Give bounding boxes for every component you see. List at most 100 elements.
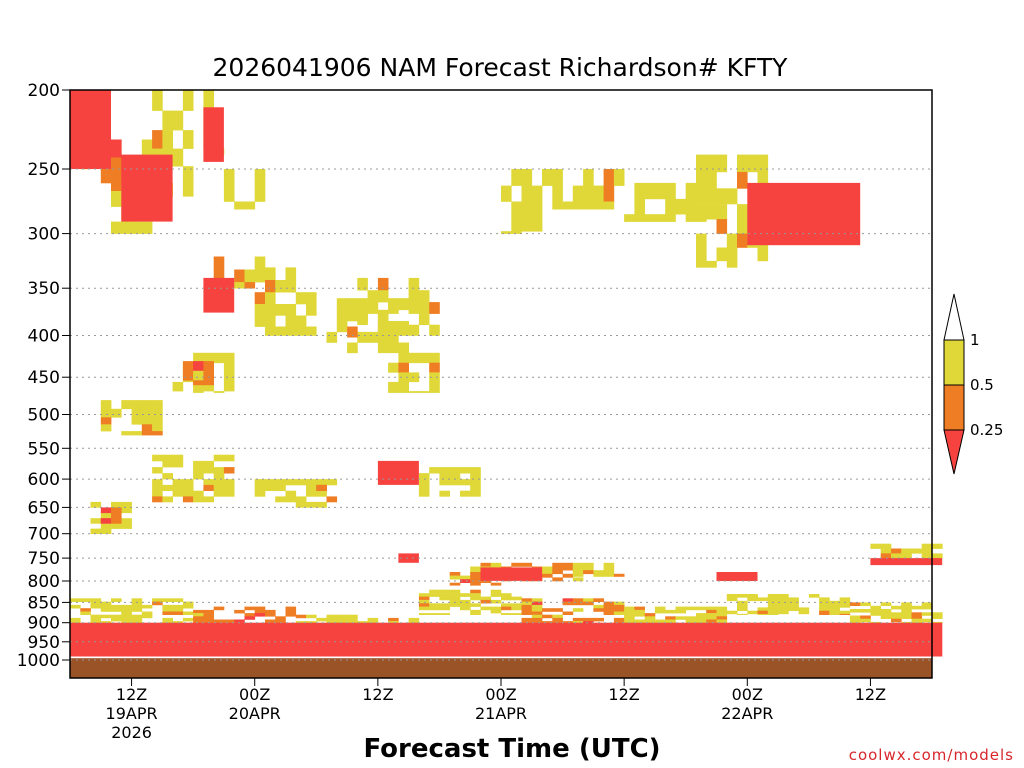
ri-cell: [901, 548, 912, 554]
ri-cell: [347, 617, 358, 622]
ri-cell: [336, 298, 348, 311]
ri-cell: [880, 548, 892, 554]
ri-cell: [418, 596, 430, 601]
ri-cell: [932, 615, 943, 619]
ri-cell: [798, 610, 810, 615]
ri-cell: [90, 518, 102, 524]
ri-cell: [347, 298, 358, 311]
ri-cell: [254, 613, 266, 617]
ri-cell: [613, 573, 625, 577]
ri-cell: [449, 596, 461, 601]
ri-cell: [398, 342, 409, 354]
ri-cell: [706, 188, 717, 205]
ri-cell: [613, 621, 625, 623]
ri-cell: [285, 267, 297, 281]
ri-cell: [634, 198, 645, 215]
ri-cell: [706, 154, 717, 173]
ri-cell: [613, 617, 625, 622]
ri-cell: [911, 548, 923, 554]
ri-cell: [552, 201, 563, 210]
ri-cell: [583, 562, 594, 567]
ri-cell: [388, 331, 399, 343]
ri-cell: [213, 352, 225, 364]
ri-cell: [285, 609, 297, 614]
ri-cell: [644, 616, 656, 620]
ri-cell: [778, 597, 789, 602]
ri-cell: [121, 431, 132, 436]
ri-cell: [829, 613, 840, 615]
ri-cell: [439, 589, 450, 594]
ri-cell: [634, 609, 645, 614]
ri-cell: [685, 214, 697, 222]
ri-cell: [398, 298, 409, 311]
ri-cell: [572, 201, 584, 210]
ri-cell: [921, 618, 933, 623]
y-tick-label: 550: [28, 439, 60, 459]
ri-cell: [778, 600, 789, 605]
ri-cell: [624, 619, 635, 623]
ri-cell: [490, 609, 502, 614]
ri-cell: [254, 609, 266, 614]
ri-cell: [203, 380, 214, 386]
ri-cell: [285, 613, 297, 617]
ri-cell: [511, 562, 522, 567]
colorbar-label: 0.5: [970, 376, 994, 394]
ri-cell: [234, 619, 245, 623]
ri-cell: [860, 609, 871, 613]
ri-cell: [398, 324, 409, 336]
ri-cell: [562, 621, 574, 623]
ri-cell: [285, 479, 297, 486]
y-tick-label: 300: [28, 225, 60, 245]
ri-cell: [696, 188, 707, 205]
ri-cell: [388, 321, 399, 333]
ri-cell: [203, 277, 235, 313]
plot-frame: [69, 89, 933, 679]
colorbar-label: 1: [970, 331, 980, 349]
ri-cell: [490, 589, 502, 594]
ri-cell: [121, 507, 132, 514]
ri-cell: [357, 331, 368, 343]
ri-cell: [552, 621, 563, 623]
ri-cell: [531, 604, 543, 609]
ri-cell: [449, 479, 461, 486]
ri-cell: [213, 484, 225, 491]
ri-cell: [182, 601, 194, 606]
ri-cell: [244, 606, 256, 611]
ri-cell: [121, 608, 132, 612]
ri-cell: [870, 612, 881, 616]
ri-cell: [572, 608, 584, 612]
ri-cell: [418, 479, 430, 486]
ri-cell: [111, 139, 122, 158]
ri-cell: [152, 484, 163, 491]
ri-cell: [275, 479, 286, 486]
ri-cell: [265, 613, 276, 617]
ri-cell: [131, 617, 143, 622]
ri-cell: [121, 617, 132, 622]
ri-cell: [562, 598, 574, 602]
ri-cell: [685, 619, 697, 623]
ri-cell: [767, 610, 779, 615]
ri-cell: [306, 614, 317, 619]
ri-cell: [665, 214, 676, 222]
ri-cell: [90, 501, 102, 508]
ri-cell: [234, 282, 245, 289]
ri-cell: [306, 292, 317, 305]
ri-cell: [265, 484, 276, 491]
ri-cell: [80, 608, 91, 612]
ri-cell: [172, 110, 184, 131]
ri-cell: [213, 269, 225, 283]
ri-cell: [244, 201, 256, 210]
ri-cell: [172, 604, 184, 609]
ri-cell: [111, 501, 122, 508]
ri-cell: [542, 614, 553, 619]
ri-cell: [254, 479, 266, 486]
ri-cell: [100, 424, 112, 432]
ri-cell: [757, 171, 769, 189]
ri-cell: [182, 490, 194, 497]
ri-cell: [377, 277, 389, 291]
ri-cell: [583, 617, 594, 622]
ri-cell: [111, 523, 122, 529]
ri-cell: [624, 606, 635, 611]
ri-cell: [223, 381, 235, 392]
x-tick-date: 22APR: [721, 704, 773, 723]
